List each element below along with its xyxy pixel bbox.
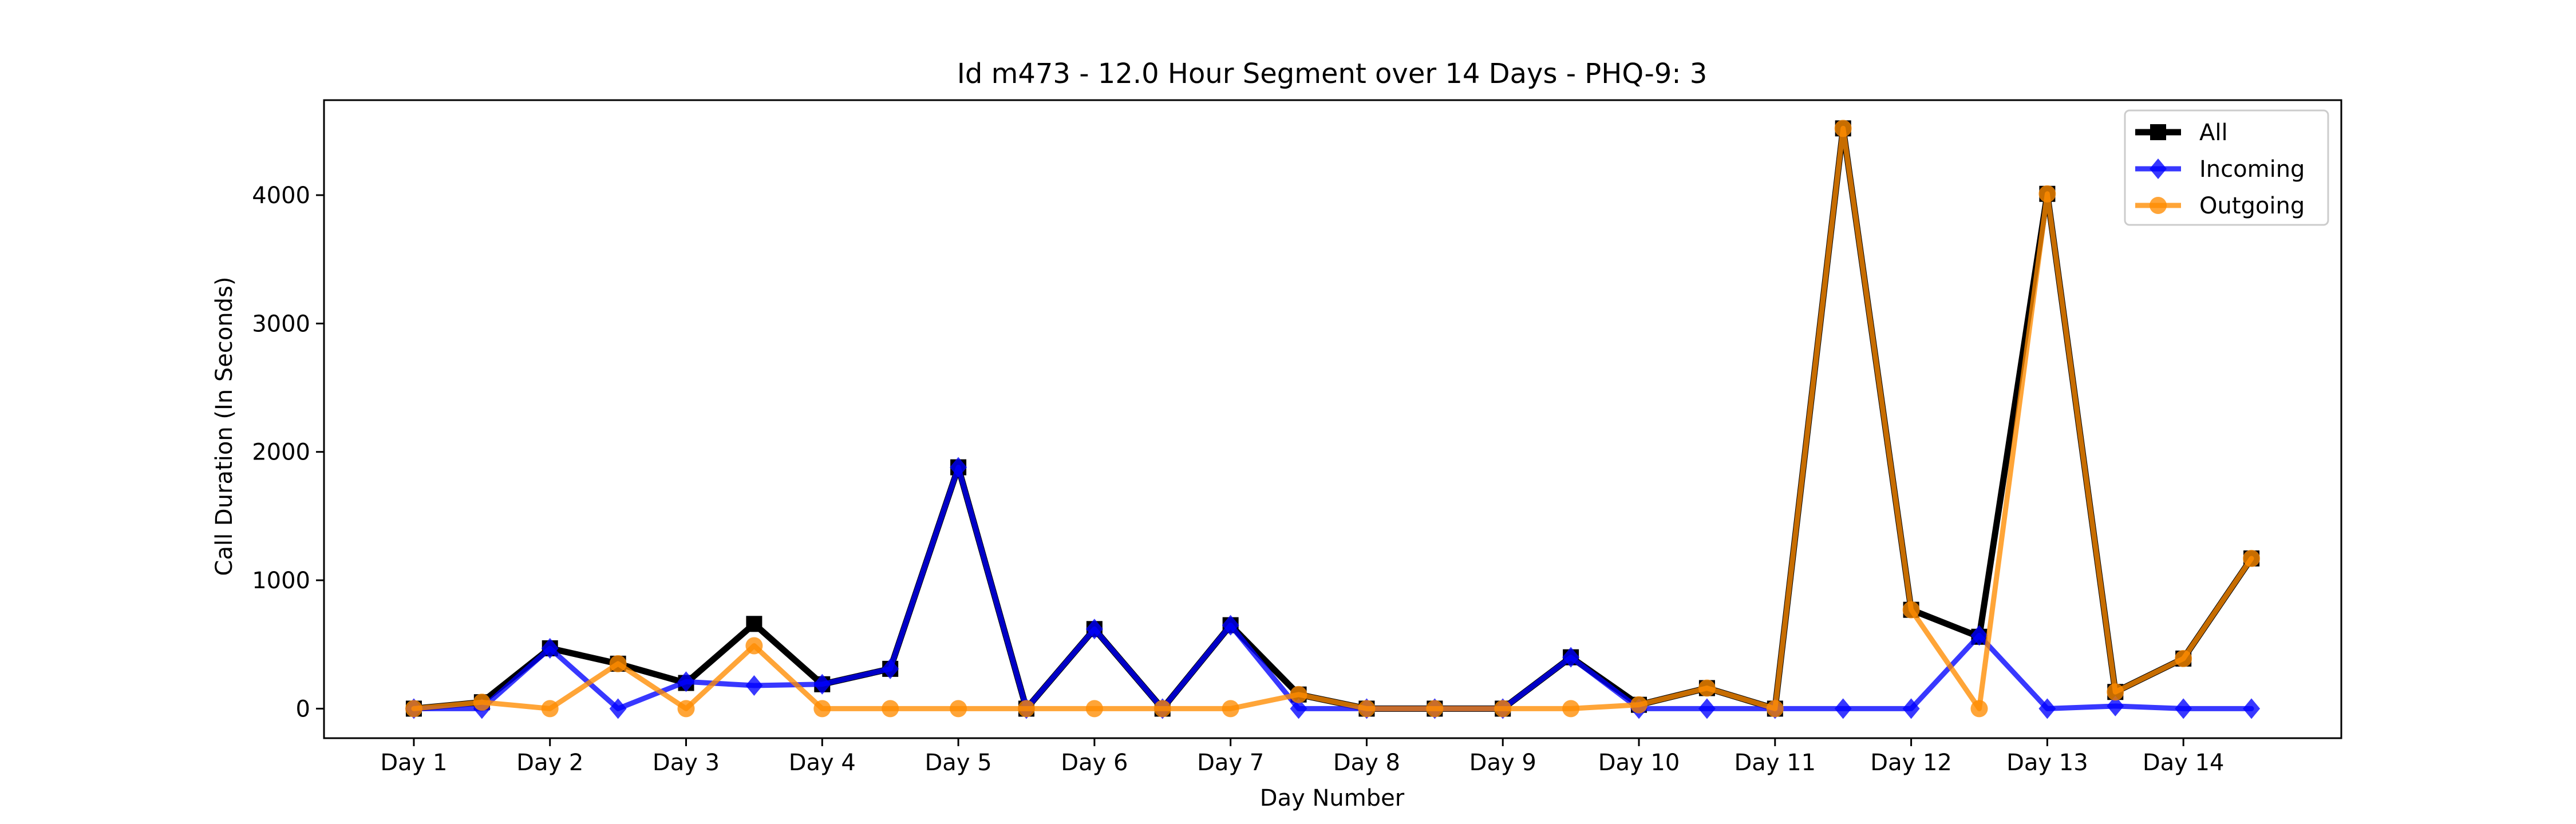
data-point-outgoing: [609, 655, 627, 672]
series-outgoing: [405, 120, 2261, 718]
series-line-all: [410, 125, 2255, 712]
x-tick-label: Day 8: [1333, 750, 1400, 776]
data-point-incoming: [1698, 698, 1716, 719]
x-tick-label: Day 7: [1197, 750, 1264, 776]
data-point-outgoing: [1017, 700, 1035, 718]
x-tick-label: Day 2: [516, 750, 583, 776]
axes: Day 1 Day 2 Day 3 Day 4 Day 5 Day 6 Day 7 Day 8…: [252, 99, 2342, 776]
data-point-incoming: [1970, 625, 1988, 646]
data-point-outgoing: [677, 700, 695, 718]
legend-label: All: [2199, 120, 2228, 146]
series-all: [405, 120, 2260, 717]
x-tick-label: Day 4: [789, 750, 856, 776]
legend-item-outgoing: Outgoing: [2135, 193, 2305, 219]
data-point-incoming: [2243, 698, 2261, 719]
y-tick-label: 1000: [252, 568, 310, 594]
data-point-outgoing: [1290, 686, 1307, 703]
data-point-incoming: [1290, 698, 1307, 719]
x-tick-label: Day 6: [1061, 750, 1128, 776]
data-point-all: [746, 616, 762, 632]
data-point-outgoing: [405, 700, 422, 718]
data-point-incoming: [2175, 698, 2192, 719]
y-tick-label: 2000: [252, 439, 310, 466]
data-point-incoming: [1834, 698, 1852, 719]
chart-title: Id m473 - 12.0 Hour Segment over 14 Days…: [957, 58, 1708, 90]
data-point-outgoing: [1834, 120, 1852, 137]
data-point-incoming: [1222, 615, 1239, 636]
legend-swatch-marker: [2150, 197, 2167, 214]
series-line-outgoing: [411, 125, 2254, 711]
x-tick-label: Day 9: [1469, 750, 1536, 776]
data-point-outgoing: [2038, 185, 2056, 203]
data-point-outgoing: [1358, 700, 1376, 718]
x-tick-label: Day 5: [925, 750, 992, 776]
data-point-outgoing: [950, 700, 967, 718]
data-point-outgoing: [1698, 679, 1716, 697]
data-point-outgoing: [541, 700, 559, 718]
data-point-outgoing: [1766, 700, 1784, 718]
x-axis-title: Day Number: [1260, 785, 1405, 811]
legend-item-all: All: [2135, 120, 2228, 146]
data-point-outgoing: [1085, 700, 1103, 718]
data-point-incoming: [882, 658, 899, 679]
data-point-outgoing: [882, 700, 899, 718]
x-tick-label: Day 1: [380, 750, 447, 776]
legend-box: [2124, 109, 2329, 226]
data-point-outgoing: [1970, 700, 1988, 718]
data-point-outgoing: [2243, 549, 2261, 567]
data-point-outgoing: [1494, 700, 1512, 718]
legend-swatch-marker: [2150, 124, 2166, 140]
data-point-incoming: [2038, 698, 2056, 719]
data-point-outgoing: [473, 694, 491, 711]
legend-swatch-marker: [2150, 159, 2167, 179]
data-point-incoming: [1085, 619, 1103, 640]
x-tick-label: Day 3: [653, 750, 720, 776]
data-point-outgoing: [1630, 696, 1648, 714]
x-tick-label: Day 12: [1870, 750, 1952, 776]
data-point-incoming: [950, 457, 967, 478]
data-point-outgoing: [2175, 649, 2192, 667]
data-point-outgoing: [2107, 683, 2124, 701]
y-tick-label: 3000: [252, 311, 310, 337]
data-point-outgoing: [1222, 700, 1239, 718]
data-point-incoming: [745, 675, 763, 696]
legend-label: Incoming: [2199, 156, 2305, 183]
data-point-outgoing: [745, 637, 763, 655]
data-point-outgoing: [1902, 601, 1920, 619]
series-line-incoming: [411, 465, 2254, 711]
data-point-incoming: [609, 698, 627, 719]
data-point-incoming: [677, 671, 695, 692]
data-point-incoming: [541, 637, 559, 659]
data-point-incoming: [813, 674, 831, 695]
x-tick-label: Day 13: [2006, 750, 2088, 776]
legend: All Incoming Outgoing: [2124, 109, 2329, 226]
y-tick-label: 0: [296, 696, 310, 722]
legend-item-incoming: Incoming: [2135, 156, 2305, 183]
plot-frame: [323, 99, 2342, 739]
data-point-incoming: [2107, 695, 2124, 716]
x-tick-label: Day 14: [2143, 750, 2225, 776]
y-axis-title: Call Duration (In Seconds): [211, 277, 238, 576]
data-point-outgoing: [1153, 700, 1171, 718]
x-tick-label: Day 10: [1598, 750, 1680, 776]
plot-area: [405, 120, 2261, 719]
data-point-outgoing: [813, 700, 831, 718]
legend-label: Outgoing: [2199, 193, 2305, 219]
data-point-outgoing: [1562, 700, 1580, 718]
data-point-outgoing: [1426, 700, 1444, 718]
data-point-incoming: [1562, 647, 1580, 668]
data-point-incoming: [1902, 698, 1920, 719]
y-tick-label: 4000: [252, 183, 310, 209]
x-tick-label: Day 11: [1735, 750, 1816, 776]
